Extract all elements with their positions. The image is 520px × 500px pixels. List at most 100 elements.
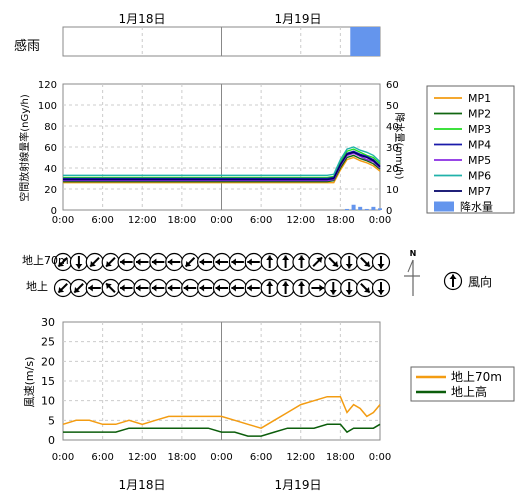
wind-speed-y-axis-label: 風速(m/s) [23, 357, 36, 408]
wind-line-1 [63, 423, 381, 437]
wind-x-tick-8: 0:00 [369, 452, 391, 463]
rain-sense-panel [62, 26, 381, 57]
wind-direction-legend-label: 風向 [468, 274, 492, 289]
bottom-date-label-1: 1月18日 [119, 478, 166, 492]
legend-swatch-rain [434, 201, 454, 212]
wind-arrow-row1-9 [197, 278, 216, 298]
legend-label-0: MP1 [468, 92, 491, 105]
wind-arrow-row1-14 [276, 278, 295, 298]
wind-arrow-row1-17 [324, 278, 343, 298]
radiation-line-mp7 [63, 151, 381, 181]
wind-x-tick-1: 6:00 [91, 452, 113, 463]
rain-bar-4 [371, 206, 376, 210]
wind-arrow-row1-10 [212, 278, 232, 298]
legend-label-4: MP5 [468, 154, 491, 167]
north-label: N [410, 249, 417, 258]
wind-x-tick-5: 6:00 [250, 452, 272, 463]
wind-arrow-row1-18 [340, 278, 359, 298]
radiation-y-tick-4: 80 [44, 122, 57, 133]
radiation-x-tick-2: 12:00 [128, 215, 157, 226]
wind-y-tick-0: 0 [48, 434, 55, 447]
radiation-x-tick-4: 0:00 [210, 215, 232, 226]
radiation-x-tick-6: 12:00 [286, 215, 315, 226]
wind-arrow-row0-18 [340, 252, 359, 272]
radiation-x-tick-5: 6:00 [250, 215, 272, 226]
legend-label-6: MP7 [468, 185, 491, 198]
wind-x-tick-6: 12:00 [286, 452, 315, 463]
wind-arrow-row1-11 [228, 278, 247, 298]
wind-arrow-row1-2 [85, 278, 104, 298]
wind-arrow-row0-20 [371, 252, 391, 272]
rain-y-tick-1: 10 [386, 185, 399, 196]
wind-direction-legend-icon [443, 271, 463, 291]
wind-arrow-row0-17 [324, 252, 343, 272]
rain-y-tick-5: 50 [386, 101, 399, 112]
radiation-line-mp6 [63, 146, 381, 177]
wind-y-tick-3: 15 [41, 375, 55, 388]
rain-y-tick-2: 20 [386, 164, 399, 175]
rain-bar-1 [351, 204, 356, 210]
rain-bar-5 [378, 208, 382, 210]
legend-label-5: MP6 [468, 170, 491, 183]
wind-arrow-row1-7 [165, 278, 184, 298]
wind-arrow-row0-15 [292, 252, 311, 272]
wind-arrow-row0-8 [181, 252, 200, 272]
radiation-legend: MP1 MP2 MP3 MP4 MP5 MP6 MP7 降水量 [426, 85, 515, 214]
wind-x-tick-4: 0:00 [210, 452, 232, 463]
radiation-x-tick-1: 6:00 [91, 215, 113, 226]
legend-label-2: MP3 [468, 123, 491, 136]
wind-y-tick-1: 5 [48, 414, 55, 427]
wind-arrow-row1-20 [371, 278, 391, 298]
wind-arrow-row1-5 [133, 278, 152, 298]
wind-legend-arrow [443, 271, 463, 291]
wind-arrow-row1-16 [308, 278, 327, 298]
wind-arrow-row1-0 [53, 278, 73, 298]
radiation-y-tick-6: 120 [38, 80, 57, 91]
wind-arrow-row1-12 [244, 278, 263, 298]
radiation-line-mp3 [63, 148, 381, 179]
wind-x-tick-7: 18:00 [326, 452, 355, 463]
radiation-y-axis-label: 空間放射線量率(nGy/h) [18, 94, 31, 202]
wind-arrow-row0-16 [308, 252, 327, 272]
bottom-date-label-2: 1月19日 [275, 478, 322, 492]
top-date-label-2: 1月19日 [275, 12, 322, 26]
rain-y-tick-3: 30 [386, 143, 399, 154]
wind-y-tick-6: 30 [41, 316, 55, 329]
rain-y-tick-0: 0 [386, 206, 392, 217]
radiation-x-tick-8: 0:00 [369, 215, 391, 226]
wind-arrow-row0-19 [356, 252, 375, 272]
wind-arrow-row0-7 [165, 252, 184, 272]
wind-arrow-row1-1 [69, 278, 89, 298]
wind-arrow-row1-8 [181, 278, 200, 298]
wind-arrow-row0-5 [133, 252, 152, 272]
wind-line-0 [62, 395, 381, 430]
radiation-y-tick-3: 60 [44, 143, 57, 154]
wind-arrow-row1-3 [101, 278, 120, 298]
wind-direction-row-label-ground: 地上 [26, 280, 48, 293]
wind-y-tick-5: 25 [41, 336, 55, 349]
rain-bar-2 [358, 206, 363, 210]
radiation-x-tick-3: 18:00 [167, 215, 196, 226]
rain-sense-label: 感雨 [14, 38, 40, 54]
wind-arrow-row0-14 [276, 252, 295, 272]
rain-y-axis-label: 降水量(mm/h) [393, 113, 406, 180]
north-compass-icon: N [404, 249, 420, 296]
wind-arrow-row1-6 [149, 278, 168, 298]
wind-arrow-row0-2 [85, 252, 104, 272]
bottom-date-labels: 1月18日 1月19日 [119, 478, 322, 492]
rain-bar-0 [344, 208, 349, 210]
wind-arrow-row1-15 [292, 278, 311, 298]
wind-arrow-row0-1 [69, 252, 89, 272]
legend-label-3: MP4 [468, 139, 491, 152]
top-date-label-1: 1月18日 [119, 12, 166, 26]
wind-arrow-row0-0 [53, 252, 73, 272]
wind-arrow-row0-12 [244, 252, 263, 272]
rain-y-tick-4: 40 [386, 122, 399, 133]
radiation-y-tick-2: 40 [44, 164, 57, 175]
radiation-y-tick-5: 100 [38, 101, 57, 112]
legend-label-1: MP2 [468, 108, 491, 121]
wind-arrow-row0-13 [260, 252, 279, 272]
wind-arrow-row0-9 [197, 252, 216, 272]
radiation-x-tick-0: 0:00 [52, 215, 74, 226]
